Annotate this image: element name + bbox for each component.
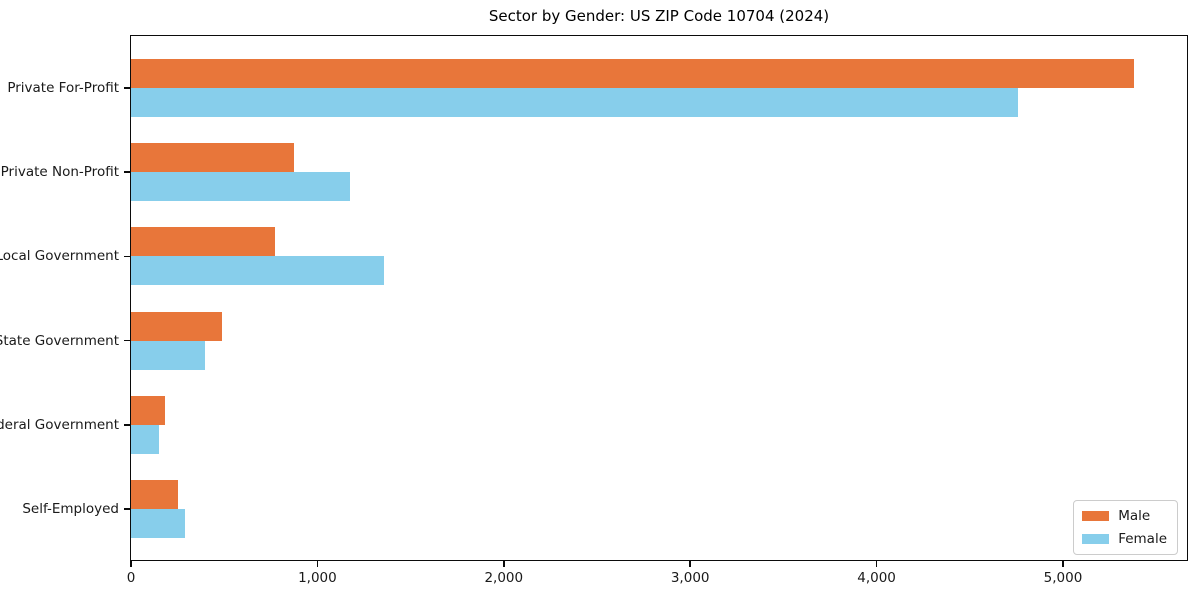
bar-male-federal-government bbox=[131, 395, 165, 425]
legend-label-female: Female bbox=[1118, 531, 1167, 547]
y-tick-label-state-government: State Government bbox=[0, 332, 119, 349]
y-tick-label-local-government: Local Government bbox=[0, 248, 119, 265]
plot-area: Male Female Private For-Profit Private No… bbox=[0, 35, 1188, 586]
legend-item-male: Male bbox=[1082, 508, 1167, 524]
bar-male-private-for-profit bbox=[131, 59, 1134, 88]
legend-item-female: Female bbox=[1082, 531, 1167, 547]
y-tick bbox=[124, 508, 131, 510]
bar-male-local-government bbox=[131, 227, 275, 257]
bar-male-private-non-profit bbox=[131, 143, 295, 173]
bar-female-self-employed bbox=[131, 509, 186, 538]
x-tick bbox=[875, 560, 878, 567]
x-tick bbox=[130, 560, 132, 567]
bar-male-state-government bbox=[131, 311, 223, 341]
legend-label-male: Male bbox=[1118, 508, 1151, 524]
x-tick bbox=[689, 560, 691, 567]
x-tick-label: 1,000 bbox=[298, 570, 337, 586]
y-tick bbox=[124, 424, 131, 426]
x-tick bbox=[316, 560, 319, 567]
bar-female-state-government bbox=[131, 340, 205, 370]
y-tick bbox=[124, 339, 131, 342]
y-tick bbox=[124, 255, 131, 258]
x-tick-label: 0 bbox=[126, 570, 136, 586]
x-tick-label: 2,000 bbox=[484, 570, 524, 586]
bar-female-federal-government bbox=[131, 424, 159, 454]
legend-swatch-male bbox=[1082, 511, 1110, 521]
x-tick bbox=[1062, 560, 1064, 567]
bar-female-local-government bbox=[131, 256, 385, 286]
y-tick-label-federal-government: Federal Government bbox=[0, 416, 119, 433]
y-tick-label-private-for-profit: Private For-Profit bbox=[7, 80, 119, 96]
legend: Male Female bbox=[1073, 500, 1178, 555]
y-tick bbox=[124, 171, 131, 173]
y-tick bbox=[124, 87, 131, 89]
chart-title: Sector by Gender: US ZIP Code 10704 (202… bbox=[488, 7, 830, 25]
y-tick-label-self-employed: Self-Employed bbox=[22, 501, 119, 517]
x-tick-label: 4,000 bbox=[857, 570, 896, 586]
y-tick-label-private-non-profit: Private Non-Profit bbox=[0, 164, 119, 181]
x-tick-label: 5,000 bbox=[1043, 570, 1083, 586]
bar-male-self-employed bbox=[131, 480, 178, 509]
x-tick-label: 3,000 bbox=[670, 570, 710, 586]
bar-female-private-non-profit bbox=[131, 172, 350, 202]
x-tick bbox=[502, 560, 505, 567]
bar-female-private-for-profit bbox=[131, 88, 1019, 117]
legend-swatch-female bbox=[1082, 534, 1110, 544]
